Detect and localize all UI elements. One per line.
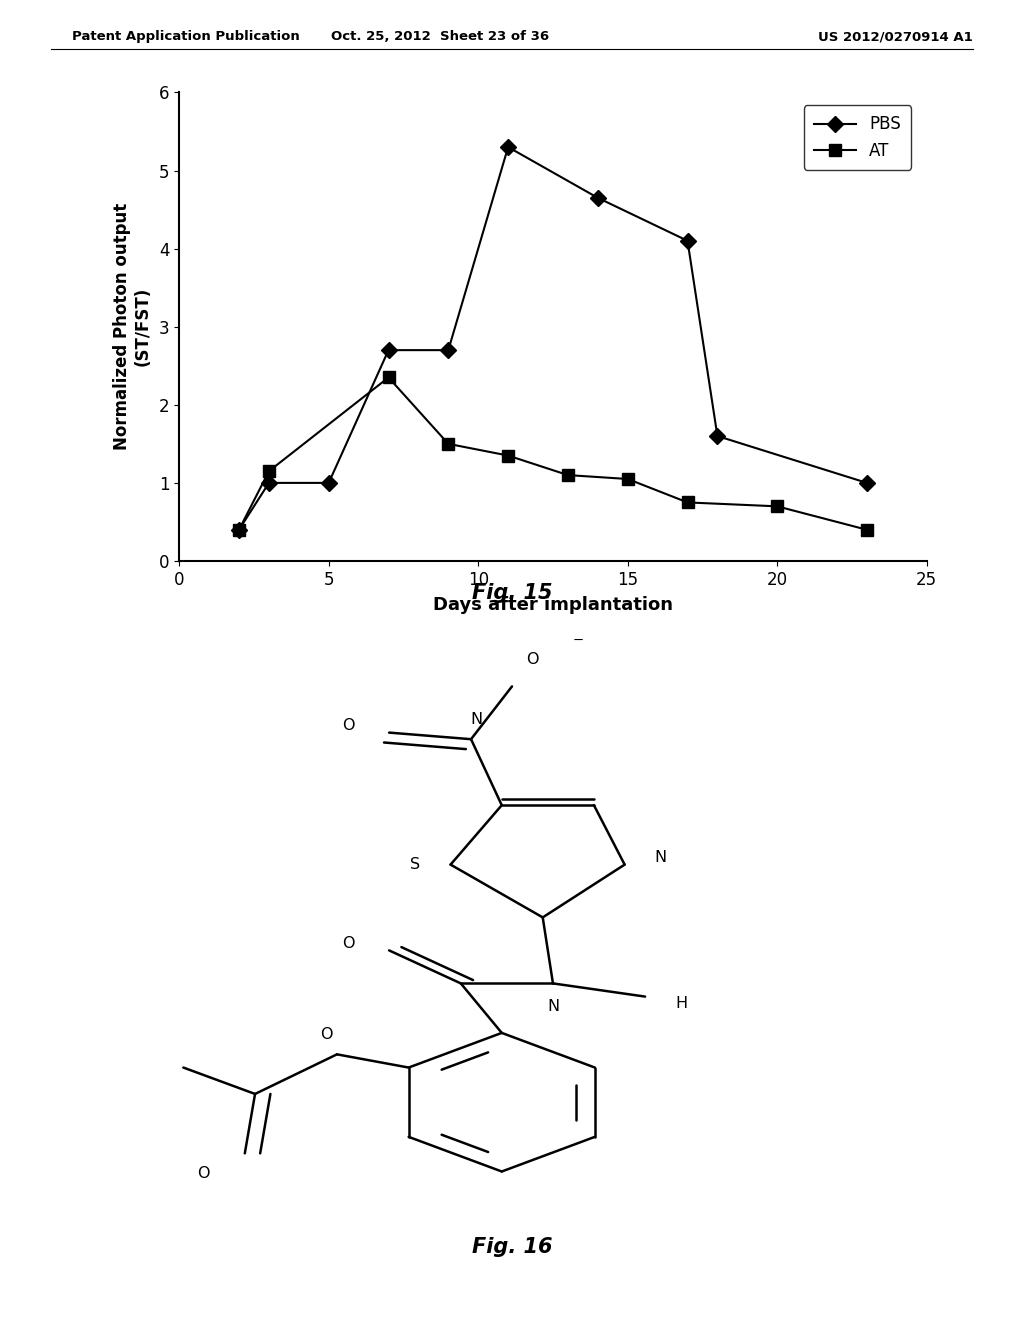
AT (771, 499, 783, 515)
AT (562, 467, 574, 483)
AT (681, 495, 693, 511)
PBS (323, 475, 335, 491)
Text: Fig. 16: Fig. 16 (472, 1237, 552, 1258)
Line: PBS: PBS (233, 141, 872, 536)
PBS (861, 475, 873, 491)
AT (232, 521, 245, 537)
Text: O: O (342, 936, 354, 952)
Text: N: N (547, 999, 559, 1014)
Text: US 2012/0270914 A1: US 2012/0270914 A1 (818, 30, 973, 44)
Line: AT: AT (233, 372, 872, 536)
Legend: PBS, AT: PBS, AT (804, 106, 911, 170)
Text: Oct. 25, 2012  Sheet 23 of 36: Oct. 25, 2012 Sheet 23 of 36 (331, 30, 550, 44)
Y-axis label: Normalized Photon output
(ST/FST): Normalized Photon output (ST/FST) (113, 203, 152, 450)
Text: N: N (654, 850, 667, 866)
Text: O: O (526, 652, 539, 668)
PBS (232, 521, 245, 537)
AT (622, 471, 634, 487)
X-axis label: Days after implantation: Days after implantation (433, 595, 673, 614)
PBS (681, 232, 693, 248)
AT (263, 463, 275, 479)
Text: Fig. 15: Fig. 15 (472, 583, 552, 603)
Text: H: H (675, 995, 687, 1011)
Text: O: O (342, 718, 354, 734)
Text: Patent Application Publication: Patent Application Publication (72, 30, 299, 44)
AT (382, 370, 394, 385)
Text: N: N (470, 711, 482, 727)
PBS (712, 428, 724, 444)
PBS (382, 342, 394, 358)
PBS (592, 190, 604, 206)
AT (502, 447, 514, 463)
PBS (502, 139, 514, 154)
Text: O: O (198, 1166, 210, 1180)
Text: O: O (321, 1027, 333, 1041)
AT (861, 521, 873, 537)
Text: −: − (573, 634, 584, 647)
PBS (442, 342, 455, 358)
AT (442, 436, 455, 451)
Text: S: S (410, 857, 420, 873)
PBS (263, 475, 275, 491)
